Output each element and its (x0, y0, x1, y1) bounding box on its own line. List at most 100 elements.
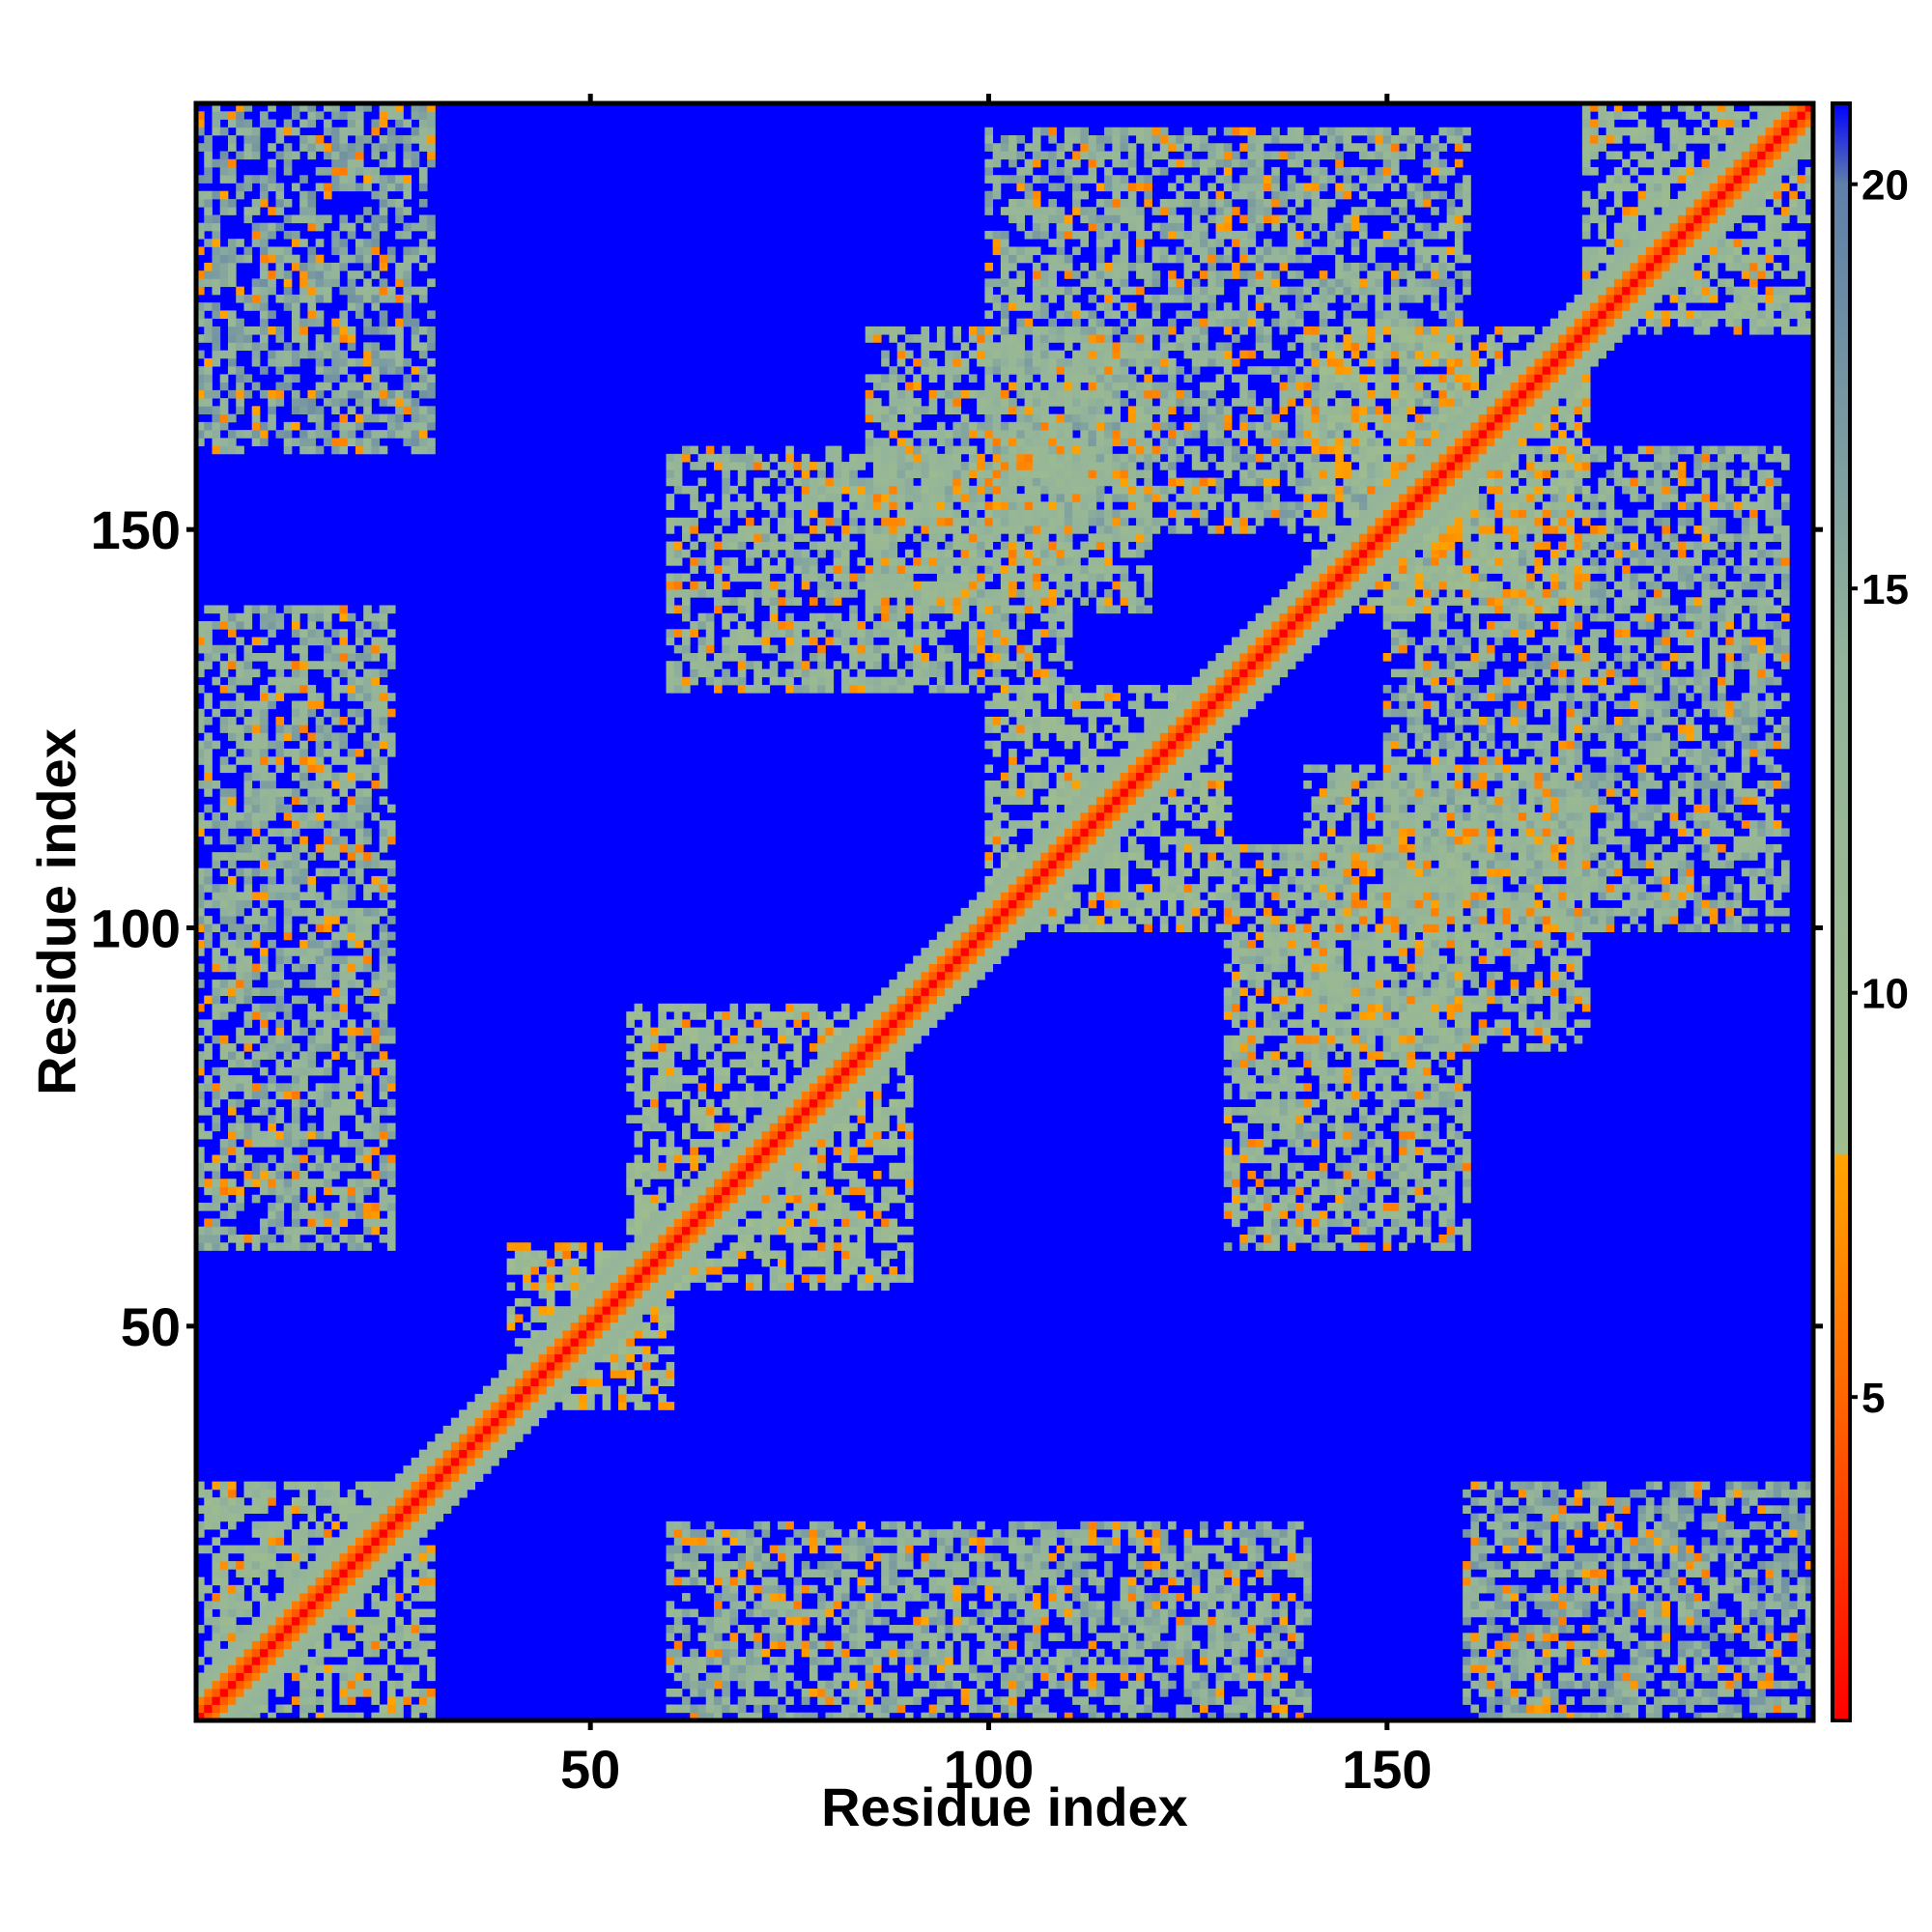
heatmap-cell (482, 1449, 492, 1459)
heatmap-cell (865, 661, 874, 669)
heatmap-cell (204, 867, 213, 877)
heatmap-cell (705, 621, 715, 630)
heatmap-cell (872, 995, 882, 1005)
heatmap-cell (411, 1529, 420, 1538)
heatmap-cell (737, 653, 747, 662)
heatmap-cell (634, 1059, 643, 1068)
heatmap-cell (673, 1672, 683, 1682)
heatmap-cell (761, 1130, 771, 1140)
heatmap-cell (379, 995, 388, 1005)
heatmap-cell (785, 1115, 794, 1123)
heatmap-cell (227, 111, 237, 120)
heatmap-cell (379, 948, 388, 956)
heatmap-cell (283, 374, 293, 384)
heatmap-cell (840, 1274, 850, 1283)
heatmap-cell (825, 1265, 835, 1275)
heatmap-cell (865, 644, 874, 654)
heatmap-cell (729, 644, 739, 654)
heatmap-cell (793, 1640, 803, 1650)
heatmap-cell (339, 612, 349, 622)
heatmap-cell (299, 748, 308, 757)
heatmap-cell (753, 1154, 762, 1164)
heatmap-cell (825, 1529, 835, 1538)
heatmap-cell (586, 1282, 595, 1292)
heatmap-cell (363, 1218, 372, 1228)
heatmap-cell (339, 310, 349, 320)
heatmap-cell (268, 1035, 276, 1044)
heatmap-cell (347, 1513, 356, 1522)
heatmap-cell (610, 1314, 619, 1323)
heatmap-cell (299, 867, 308, 877)
heatmap-cell (690, 1545, 698, 1554)
heatmap-cell (307, 1608, 317, 1618)
heatmap-cell (737, 1242, 747, 1251)
heatmap-cell (371, 980, 381, 988)
heatmap-cell (355, 1194, 364, 1204)
heatmap-cell (833, 1011, 842, 1020)
heatmap-cell (307, 1569, 317, 1577)
heatmap-cell (331, 716, 340, 725)
heatmap-cell (219, 980, 229, 988)
heatmap-cell (259, 1011, 269, 1020)
heatmap-cell (411, 326, 420, 335)
heatmap-cell (825, 1282, 835, 1292)
heatmap-cell (268, 1139, 276, 1148)
heatmap-cell (538, 1306, 548, 1315)
heatmap-cell (761, 1115, 771, 1123)
heatmap-cell (666, 1689, 675, 1697)
heatmap-cell (386, 899, 396, 909)
heatmap-cell (697, 1712, 707, 1721)
heatmap-cell (761, 1242, 771, 1251)
heatmap-cell (450, 1417, 460, 1427)
heatmap-cell (418, 286, 428, 296)
heatmap-cell (355, 413, 364, 423)
heatmap-cell (323, 1186, 332, 1196)
heatmap-cell (379, 382, 388, 391)
heatmap-cell (323, 923, 332, 933)
heatmap-cell (809, 1066, 818, 1076)
heatmap-cell (379, 1075, 388, 1084)
heatmap-cell (737, 1672, 747, 1682)
heatmap-cell (251, 1035, 261, 1044)
heatmap-cell (275, 852, 285, 861)
heatmap-cell (212, 127, 221, 136)
heatmap-cell (785, 549, 794, 558)
heatmap-cell (307, 294, 317, 303)
heatmap-cell (212, 111, 221, 120)
heatmap-cell (363, 605, 372, 614)
heatmap-cell (403, 1577, 412, 1586)
heatmap-cell (251, 931, 261, 941)
heatmap-cell (840, 1011, 850, 1020)
heatmap-cell (666, 1075, 675, 1084)
heatmap-cell (714, 653, 723, 662)
heatmap-cell (833, 1107, 842, 1116)
heatmap-cell (251, 278, 261, 288)
heatmap-cell (634, 1393, 643, 1403)
heatmap-cell (386, 1505, 396, 1514)
heatmap-cell (268, 1529, 276, 1538)
heatmap-cell (323, 1529, 332, 1538)
heatmap-cell (236, 1051, 244, 1060)
heatmap-cell (323, 963, 332, 973)
heatmap-cell (857, 1537, 867, 1546)
heatmap-cell (833, 1147, 842, 1155)
heatmap-cell (722, 462, 730, 470)
heatmap-cell (347, 1107, 356, 1116)
heatmap-cell (251, 421, 261, 431)
heatmap-cell (793, 1258, 803, 1267)
heatmap-cell (857, 494, 867, 502)
heatmap-cell (291, 318, 300, 327)
heatmap-cell (753, 1194, 762, 1204)
heatmap-cell (840, 1218, 850, 1228)
heatmap-cell (227, 175, 237, 184)
heatmap-cell (690, 1712, 698, 1721)
heatmap-cell (347, 357, 356, 367)
heatmap-cell (435, 1513, 444, 1522)
heatmap-cell (769, 1210, 779, 1219)
heatmap-cell (196, 286, 205, 296)
heatmap-cell (769, 1672, 779, 1682)
heatmap-cell (204, 1019, 213, 1028)
heatmap-cell (347, 843, 356, 853)
heatmap-cell (427, 1513, 436, 1522)
heatmap-cell (729, 1210, 739, 1219)
